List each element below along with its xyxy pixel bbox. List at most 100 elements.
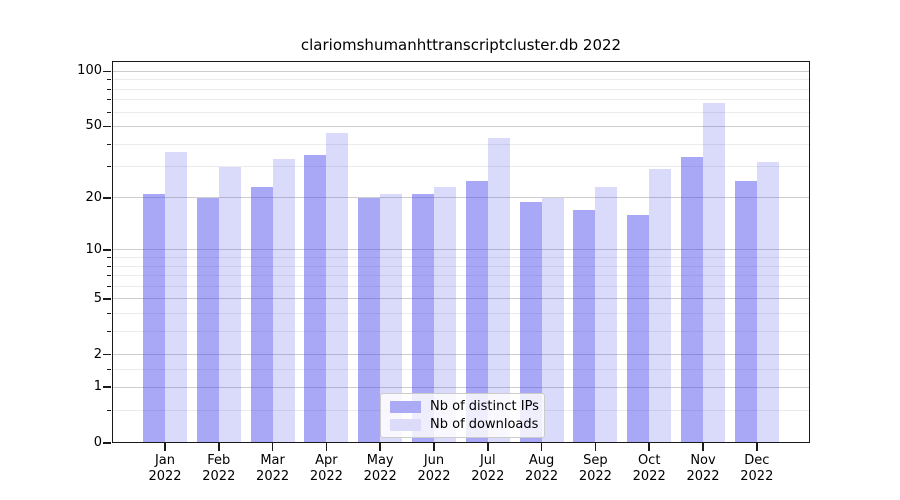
legend-swatch-distinct-ips: [390, 400, 421, 413]
y-tick: [103, 125, 111, 128]
legend-label-downloads: Nb of downloads: [430, 417, 539, 432]
gridline-minor: [112, 312, 810, 314]
y-tick: [103, 353, 111, 356]
bar-downloads: [272, 159, 295, 443]
x-tick-label: Feb 2022: [189, 453, 249, 485]
bar-distinct-ips: [519, 201, 542, 443]
x-tick-label-year: 2022: [740, 469, 774, 484]
x-tick-label-month: Jan: [154, 453, 176, 468]
x-tick: [271, 443, 274, 451]
bar-distinct-ips: [573, 210, 596, 443]
x-tick-label: Sep 2022: [565, 453, 625, 485]
legend-swatch-downloads: [390, 418, 421, 431]
bar-downloads: [703, 103, 725, 443]
y-tick: [103, 386, 111, 388]
y-tick: [103, 442, 111, 444]
gridline-minor: [112, 368, 810, 370]
bar-downloads: [595, 187, 618, 443]
y-minor-tick: [107, 265, 111, 267]
x-tick-label-month: Nov: [690, 453, 716, 468]
y-tick-label: 50: [85, 118, 102, 134]
x-tick: [487, 443, 489, 451]
x-tick-label-year: 2022: [309, 469, 343, 484]
x-tick: [433, 443, 435, 451]
x-tick-label-year: 2022: [632, 469, 666, 484]
gridline-major: [112, 298, 810, 300]
bar-downloads: [487, 138, 510, 443]
y-tick-label: 5: [93, 290, 102, 306]
x-tick: [702, 443, 704, 451]
bar-downloads: [326, 133, 349, 443]
x-tick-label-year: 2022: [363, 469, 397, 484]
gridline-minor: [112, 265, 810, 267]
x-tick-label-year: 2022: [202, 469, 236, 484]
y-tick-label: 0: [93, 435, 102, 450]
x-tick-label: Mar 2022: [243, 453, 303, 485]
y-minor-tick: [107, 409, 111, 411]
y-minor-tick: [107, 99, 111, 101]
bar-distinct-ips: [196, 197, 219, 443]
gridline-minor: [112, 275, 810, 277]
bar-distinct-ips: [465, 180, 488, 443]
y-tick-label: 1: [93, 379, 102, 395]
y-tick-label: 100: [77, 63, 102, 79]
legend: Nb of distinct IPs Nb of downloads: [380, 393, 545, 438]
y-tick: [103, 197, 111, 199]
bar-distinct-ips: [681, 156, 703, 443]
gridline-major: [112, 386, 810, 388]
y-minor-tick: [107, 312, 111, 314]
gridline-minor: [112, 111, 810, 113]
y-tick: [103, 298, 111, 300]
x-tick-label-year: 2022: [525, 469, 559, 484]
bar-distinct-ips: [358, 197, 381, 443]
y-minor-tick: [107, 166, 111, 168]
y-tick-label: 2: [93, 346, 102, 362]
x-tick-label: Jul 2022: [458, 453, 518, 485]
x-tick-label: Oct 2022: [619, 453, 679, 485]
gridline-major: [112, 70, 810, 72]
y-tick: [103, 249, 111, 251]
plot-area: 0 1 2 5 10 20 50 100 Jan 2022 Feb 2022 Mar 2022 Apr 202…: [77, 61, 810, 484]
gridline-minor: [112, 285, 810, 287]
gridline-minor: [112, 79, 810, 81]
legend-item-downloads: Nb of downloads: [390, 417, 539, 432]
y-minor-tick: [107, 143, 111, 145]
x-tick-label: Aug 2022: [512, 453, 572, 485]
y-minor-tick: [107, 275, 111, 277]
gridline-major: [112, 249, 810, 251]
bar-downloads: [434, 187, 456, 443]
gridline-major: [112, 125, 810, 127]
gridline-minor: [112, 143, 810, 145]
x-tick-label: Jan 2022: [135, 453, 195, 485]
y-minor-tick: [107, 285, 111, 287]
gridline-major: [112, 197, 810, 199]
x-tick-label-month: Jul: [479, 453, 496, 468]
x-tick-label-month: Feb: [207, 453, 231, 468]
gridline-minor: [112, 88, 810, 90]
bar-distinct-ips: [627, 214, 650, 443]
x-tick-label: Dec 2022: [727, 453, 787, 485]
x-tick: [540, 443, 543, 451]
bar-downloads: [165, 152, 187, 443]
y-minor-tick: [107, 79, 111, 81]
x-tick: [594, 443, 597, 451]
chart-title: clariomshumanhttranscriptcluster.db 2022: [300, 36, 622, 54]
x-tick-label-year: 2022: [417, 469, 451, 484]
gridline-major: [112, 354, 810, 356]
x-tick-label-month: May: [366, 453, 394, 468]
bar-distinct-ips: [143, 194, 165, 443]
x-tick-label-month: Sep: [583, 453, 608, 468]
x-tick-label-month: Oct: [637, 453, 661, 468]
x-tick-label-month: Dec: [744, 453, 770, 468]
bar-downloads: [649, 169, 672, 443]
bar-distinct-ips: [304, 154, 327, 443]
y-minor-tick: [107, 257, 111, 259]
y-tick-label: 20: [85, 189, 102, 205]
x-tick-label-month: Jun: [423, 453, 445, 468]
bar-downloads: [541, 197, 564, 443]
x-tick-label-year: 2022: [578, 469, 612, 484]
x-tick-label: May 2022: [350, 453, 410, 485]
bar-downloads: [756, 161, 779, 443]
bar-distinct-ips: [734, 180, 757, 443]
